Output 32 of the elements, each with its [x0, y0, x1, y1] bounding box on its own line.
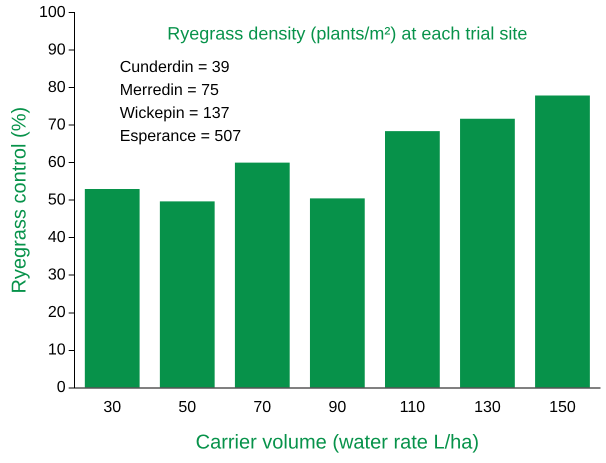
x-tick-label: 70 [253, 398, 272, 416]
y-axis-title: Ryegrass control (%) [8, 106, 31, 294]
y-tick-label: 40 [48, 229, 66, 246]
bar [84, 188, 140, 388]
annotation: Cunderdin = 39 [120, 59, 230, 76]
bar [310, 198, 365, 388]
y-tick-label: 100 [38, 4, 66, 22]
x-tick-label: 30 [103, 398, 122, 416]
x-axis-title: Carrier volume (water rate L/ha) [196, 432, 480, 454]
x-tick-label: 150 [549, 398, 576, 416]
annotation: Wickepin = 137 [120, 105, 230, 122]
bar [460, 118, 515, 388]
x-tick-label: 90 [328, 398, 346, 416]
x-tick-label: 130 [474, 398, 501, 416]
bar [160, 201, 215, 388]
x-tick-label: 50 [178, 398, 196, 416]
y-tick-label: 10 [48, 342, 66, 359]
bar [234, 162, 290, 388]
y-tick-label: 30 [48, 266, 66, 284]
y-tick-label: 80 [48, 79, 66, 96]
y-tick-label: 0 [56, 379, 66, 396]
y-tick-label: 20 [48, 304, 66, 322]
y-tick-label: 60 [48, 154, 66, 172]
annotation: Merredin = 75 [120, 82, 219, 100]
y-tick-label: 70 [48, 116, 66, 134]
annotation: Esperance = 507 [120, 128, 242, 146]
x-tick-label: 110 [400, 398, 426, 416]
bar [535, 96, 590, 388]
y-tick-label: 90 [48, 42, 66, 59]
bar [385, 131, 440, 388]
y-tick-label: 50 [48, 192, 66, 209]
text: Ryegrass density (plants/m²) at each trial site [167, 24, 528, 44]
